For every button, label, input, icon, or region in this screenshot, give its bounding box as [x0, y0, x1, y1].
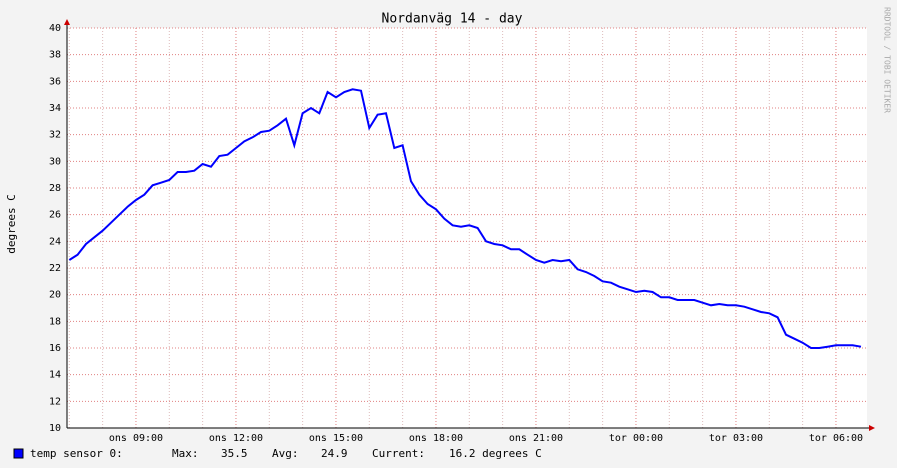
- y-tick-label: 40: [49, 23, 61, 34]
- plot-area: [67, 28, 867, 428]
- x-tick-label: tor 03:00: [709, 433, 763, 444]
- y-tick-label: 22: [49, 263, 61, 274]
- y-tick-label: 32: [49, 130, 61, 141]
- legend-stat: 35.5: [221, 447, 248, 460]
- y-tick-label: 28: [49, 183, 61, 194]
- chart-title: Nordanväg 14 - day: [382, 12, 523, 27]
- y-tick-label: 16: [49, 343, 61, 354]
- legend-stats: Max: 35.5 Avg: 24.9 Current: 16.2 degrees C: [172, 447, 542, 460]
- x-tick-label: ons 18:00: [409, 433, 463, 444]
- legend-stat: 16.2 degrees C: [449, 447, 542, 460]
- x-tick-label: ons 15:00: [309, 433, 363, 444]
- x-axis-arrow: [869, 425, 875, 431]
- y-tick-label: 38: [49, 50, 61, 61]
- y-tick-label: 30: [49, 156, 61, 167]
- x-tick-label: ons 12:00: [209, 433, 263, 444]
- x-tick-label: tor 06:00: [809, 433, 863, 444]
- y-tick-label: 26: [49, 210, 61, 221]
- legend-label: temp sensor 0:: [30, 447, 123, 460]
- y-tick-label: 12: [49, 396, 61, 407]
- x-tick-label: ons 21:00: [509, 433, 563, 444]
- y-tick-label: 10: [49, 423, 61, 434]
- legend-stat: Avg:: [272, 447, 299, 460]
- plot: [68, 88, 862, 349]
- x-tick-label: tor 00:00: [609, 433, 663, 444]
- y-tick-label: 14: [49, 370, 61, 381]
- x-tick-label: ons 09:00: [109, 433, 163, 444]
- y-tick-label: 24: [49, 236, 61, 247]
- grid: [67, 27, 867, 429]
- legend-stat: 24.9: [321, 447, 348, 460]
- y-tick-label: 34: [49, 103, 61, 114]
- y-tick-label: 18: [49, 316, 61, 327]
- y-axis-label: degrees C: [5, 194, 18, 254]
- legend-stat: Current:: [372, 447, 425, 460]
- legend-swatch: [13, 448, 24, 459]
- y-axis-arrow: [64, 19, 70, 25]
- y-tick-label: 36: [49, 76, 61, 87]
- watermark: RRDTOOL / TOBI OETIKER: [883, 7, 892, 113]
- line-series: [68, 88, 862, 349]
- legend-stat: Max:: [172, 447, 199, 460]
- y-tick-label: 20: [49, 290, 61, 301]
